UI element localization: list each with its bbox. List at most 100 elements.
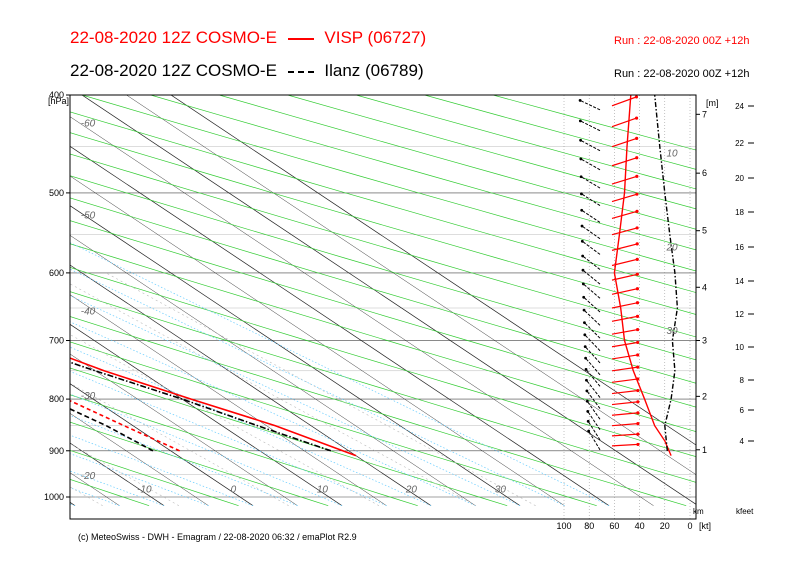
wind-arrow-ilanz: [586, 379, 601, 398]
wind-arrowhead-visp: [635, 301, 640, 305]
wind-arrowhead-visp: [635, 287, 639, 291]
wind-arrowhead-visp: [635, 136, 639, 140]
isotherm-line: [70, 116, 654, 506]
moist-adiabat: [70, 453, 209, 507]
wind-arrow-visp: [611, 96, 637, 107]
dry-adiabat: [70, 341, 597, 507]
wind-arrow-visp: [611, 378, 638, 383]
wind-layer: [563, 94, 691, 519]
grid-layer: [0, 72, 696, 507]
dry-adiabat: [70, 220, 696, 408]
isotherm-line: [170, 95, 696, 446]
km-tick-label: 7: [702, 109, 707, 119]
kfeet-tick-label: 22: [735, 139, 744, 148]
wind-arrowhead-visp: [636, 388, 640, 393]
isotherm-line: [70, 175, 565, 506]
dry-adiabat: [149, 95, 696, 251]
wind-arrowhead-visp: [636, 353, 640, 357]
wind-speed-profile-visp: [613, 94, 672, 456]
wind-arrow-visp: [611, 227, 638, 236]
wind-arrow-ilanz: [580, 176, 601, 189]
kfeet-tick-label: 8: [740, 376, 745, 385]
wind-arrow-visp: [611, 354, 638, 360]
wind-arrowhead-visp: [634, 95, 639, 99]
wind-arrowhead-visp: [636, 365, 640, 369]
wind-arrowhead-ilanz: [579, 138, 582, 142]
wind-arrowhead-ilanz: [581, 268, 585, 272]
pressure-tick-label: 600: [49, 268, 64, 278]
isotherm-line: [70, 383, 254, 506]
wind-arrowhead-ilanz: [579, 175, 583, 179]
wind-arrowhead-ilanz: [582, 308, 586, 312]
theta-label: -40: [81, 307, 96, 318]
wind-arrow-ilanz: [580, 158, 601, 171]
wind-arrowhead-ilanz: [585, 389, 589, 393]
wind-arrow-visp: [611, 389, 638, 395]
wind-arrow-visp: [611, 258, 638, 267]
kfeet-tick-label: 4: [740, 437, 745, 446]
wind-arrow-visp: [611, 423, 638, 427]
dry-adiabat: [70, 267, 696, 458]
wind-arrowhead-visp: [636, 340, 640, 345]
moist-adiabat: [70, 434, 254, 507]
wind-arrowhead-ilanz: [580, 192, 583, 196]
dry-adiabat: [70, 197, 696, 384]
km-tick-label: 5: [702, 226, 707, 236]
footer-credit: (c) MeteoSwiss - DWH - Emagram / 22-08-2…: [78, 532, 357, 542]
mixing-ratio-label: 20: [665, 242, 678, 253]
wind-arrow-visp: [611, 288, 638, 295]
wind-arrow-ilanz: [586, 400, 601, 420]
kfeet-label: kfeet: [736, 507, 754, 516]
pressure-tick-label: 900: [49, 446, 64, 456]
wind-arrowhead-visp: [635, 156, 639, 160]
dry-adiabat: [70, 449, 239, 507]
wind-arrow-ilanz: [579, 99, 601, 111]
wind-arrowhead-ilanz: [580, 239, 584, 243]
wind-arrow-visp: [611, 401, 638, 406]
wind-arrowhead-ilanz: [587, 429, 591, 433]
wind-arrow-visp: [611, 366, 638, 372]
header-model-black: 22-08-2020 12Z COSMO-E: [70, 61, 277, 80]
wind-arrowhead-visp: [635, 174, 639, 178]
wind-arrow-ilanz: [582, 269, 601, 285]
wind-arrowhead-ilanz: [581, 282, 585, 286]
mixing-ratio-label: 30: [666, 326, 678, 337]
kfeet-tick-label: 10: [735, 343, 744, 352]
km-unit: [m]: [706, 98, 719, 108]
dry-adiabat: [70, 291, 696, 483]
wind-arrow-visp: [611, 175, 638, 185]
wind-arrow-ilanz: [580, 120, 601, 132]
wind-arrowhead-ilanz: [582, 295, 586, 299]
dry-adiabat: [423, 95, 696, 170]
wind-arrow-ilanz: [583, 283, 601, 299]
wind-arrowhead-ilanz: [586, 419, 590, 423]
wind-scale-unit: [kt]: [699, 521, 711, 531]
wind-arrowhead-ilanz: [585, 399, 589, 403]
wind-arrowhead-ilanz: [583, 345, 587, 349]
wind-arrowhead-visp: [635, 192, 639, 196]
wind-arrow-visp: [611, 328, 638, 335]
mixing-ratio-line: [70, 283, 477, 506]
wind-arrowhead-ilanz: [583, 333, 587, 337]
kfeet-tick-label: 6: [740, 406, 745, 415]
wind-arrowhead-ilanz: [584, 356, 588, 360]
wind-arrowhead-visp: [636, 377, 640, 381]
moist-adiabat: [70, 346, 432, 507]
wind-arrow-ilanz: [582, 240, 601, 255]
isotherm-line: [70, 501, 76, 506]
wind-arrow-ilanz: [582, 255, 601, 270]
wind-scale-label: 100: [556, 521, 571, 531]
dry-adiabat: [70, 132, 696, 315]
moist-adiabat: [70, 268, 565, 507]
isotherm-line: [0, 72, 31, 505]
wind-arrow-visp: [611, 193, 638, 203]
isotherm-line: [70, 264, 432, 506]
wind-speed-profile-ilanz: [654, 94, 679, 451]
wind-arrowhead-ilanz: [580, 224, 584, 228]
wind-arrow-visp: [611, 433, 638, 437]
series-layer: [70, 357, 357, 457]
legend-line-solid: [287, 37, 314, 40]
isotherm-line: [70, 235, 476, 506]
isotherm-label-bottom: 30: [495, 485, 507, 496]
